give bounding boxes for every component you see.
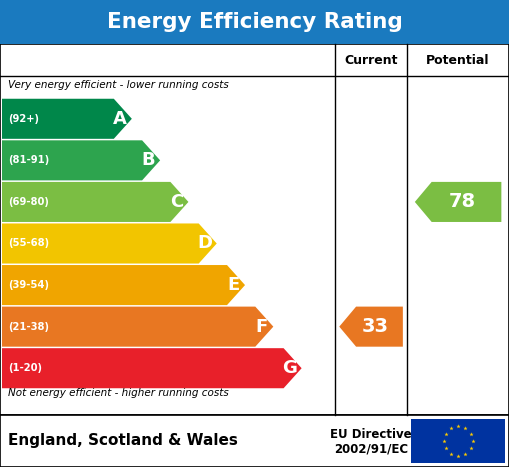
Text: (69-80): (69-80)	[8, 197, 49, 207]
Bar	[0, 44, 509, 415]
Text: E: E	[227, 276, 239, 294]
Text: B: B	[142, 151, 155, 170]
Polygon shape	[2, 140, 160, 180]
Polygon shape	[2, 99, 132, 139]
Text: (1-20): (1-20)	[8, 363, 42, 373]
Polygon shape	[2, 348, 302, 388]
Text: Energy Efficiency Rating: Energy Efficiency Rating	[106, 12, 403, 32]
Polygon shape	[340, 307, 403, 347]
Polygon shape	[2, 265, 245, 305]
Polygon shape	[2, 307, 273, 347]
Text: (39-54): (39-54)	[8, 280, 49, 290]
Text: (81-91): (81-91)	[8, 156, 49, 165]
Text: (55-68): (55-68)	[8, 239, 49, 248]
Text: England, Scotland & Wales: England, Scotland & Wales	[8, 433, 238, 448]
Bar	[0, 415, 509, 467]
Text: (92+): (92+)	[8, 114, 39, 124]
Bar	[0, 0, 509, 44]
Text: F: F	[256, 318, 268, 336]
Text: Potential: Potential	[427, 54, 490, 66]
Text: (21-38): (21-38)	[8, 322, 49, 332]
Text: Very energy efficient - lower running costs: Very energy efficient - lower running co…	[8, 80, 229, 90]
Text: EU Directive: EU Directive	[330, 427, 412, 440]
Polygon shape	[2, 182, 188, 222]
Text: 2002/91/EC: 2002/91/EC	[334, 443, 408, 455]
Text: 78: 78	[448, 192, 476, 212]
Text: A: A	[113, 110, 127, 128]
Polygon shape	[2, 224, 217, 263]
Text: Not energy efficient - higher running costs: Not energy efficient - higher running co…	[8, 388, 229, 398]
Polygon shape	[415, 182, 501, 222]
Text: D: D	[197, 234, 213, 253]
Bar	[411, 419, 505, 463]
Text: Current: Current	[344, 54, 398, 66]
Text: G: G	[282, 359, 297, 377]
Text: C: C	[170, 193, 183, 211]
Text: 33: 33	[361, 317, 388, 336]
